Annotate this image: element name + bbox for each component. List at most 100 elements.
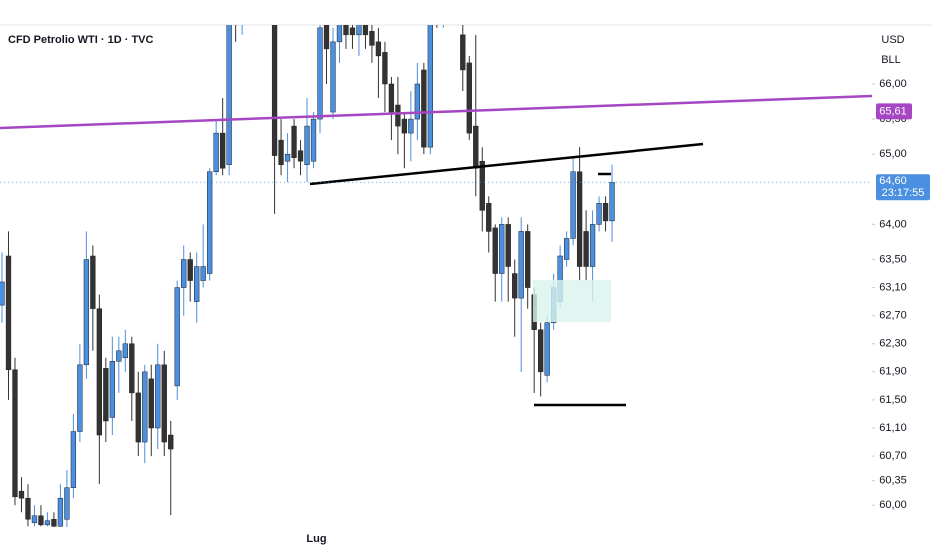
candle-body (589, 224, 596, 267)
candle-body (310, 118, 317, 162)
candle-body (148, 378, 154, 429)
candle-body (187, 259, 193, 281)
y-tick-label: 65,00 (879, 148, 907, 160)
candle-body (492, 227, 498, 274)
candle-body (369, 31, 375, 46)
candle-body (375, 41, 382, 57)
candle-body (505, 224, 511, 267)
candle-body (18, 490, 25, 499)
y-tick-label: 60,35 (879, 475, 907, 487)
candle-body (499, 224, 505, 274)
candle-body (512, 273, 518, 299)
candle-body (129, 343, 135, 394)
y-tick-label: 61,50 (879, 394, 907, 406)
candle-body (441, 0, 446, 14)
candle-body (83, 259, 90, 366)
currency: USD (881, 34, 904, 46)
candle-body (414, 83, 421, 120)
candle-body (479, 160, 485, 211)
candle-body (421, 69, 427, 148)
candle-body (609, 182, 615, 222)
y-tick-label: 66,00 (879, 78, 907, 90)
y-tick-label: 63,50 (879, 253, 907, 265)
last-price-tag (876, 174, 930, 201)
candle-body (122, 343, 128, 359)
candle-body (181, 259, 187, 288)
candle-body (576, 171, 583, 267)
candle-body (454, 7, 459, 14)
candle-body (570, 171, 576, 239)
candle-body (583, 231, 589, 267)
candle-body (77, 364, 83, 432)
candle-body (356, 25, 362, 36)
x-tick-label: Lug (306, 533, 326, 545)
candle-body (271, 25, 278, 156)
y-tick-label: 61,10 (879, 422, 907, 434)
candle-body (161, 364, 167, 443)
candle-body (525, 231, 531, 288)
candle-body (70, 431, 77, 488)
candle-body (12, 369, 18, 498)
candle-body (518, 231, 524, 299)
candle-body (220, 132, 226, 169)
candle-body (382, 52, 388, 85)
candle-body (304, 125, 310, 165)
candle-body (200, 266, 206, 281)
candle-body (90, 255, 96, 309)
y-tick-label: 62,30 (879, 338, 907, 350)
candle-body (233, 0, 238, 21)
candle-body (297, 150, 304, 162)
candle-body (207, 171, 213, 274)
candle-body (103, 368, 109, 422)
candle-body (401, 118, 408, 134)
candle-body (317, 27, 323, 120)
candle-body (291, 125, 297, 158)
candle-body (596, 203, 602, 225)
candle-body (602, 203, 609, 222)
candle-body (447, 0, 452, 7)
candle-body (135, 392, 141, 443)
y-tick-label: 61,90 (879, 366, 907, 378)
candle-body (0, 281, 5, 306)
candle-body (466, 62, 472, 134)
drawings (0, 94, 872, 407)
candle-body (155, 364, 161, 429)
candle-body (226, 25, 232, 165)
y-tick-label: 60,00 (879, 499, 907, 511)
y-tick-label: 64,00 (879, 218, 907, 230)
candle-body (395, 104, 401, 127)
unit: BLL (881, 54, 901, 66)
candle-body (486, 203, 492, 232)
zone (533, 280, 611, 322)
candle-body (323, 25, 330, 50)
line-price-tag (876, 103, 912, 120)
candle-body (460, 34, 466, 71)
countdown: 23:17:55 (882, 187, 925, 199)
candle-body (538, 329, 544, 373)
line-price-label: 65,61 (879, 105, 907, 117)
candle-body (51, 519, 57, 527)
candle-body (563, 238, 570, 260)
candle-body (336, 25, 343, 43)
candle-body (278, 139, 284, 165)
y-tick-label: 63,10 (879, 281, 907, 293)
last-price-label: 64,60 (879, 175, 907, 187)
candle-body (362, 25, 369, 36)
candle-body (427, 25, 433, 148)
trend-line (0, 94, 872, 130)
y-tick-label: 60,70 (879, 450, 907, 462)
candle-body (116, 350, 122, 362)
candle-body (349, 27, 356, 36)
candle-body (408, 118, 414, 134)
candle-body (109, 361, 115, 418)
candle-body (64, 487, 70, 520)
plot (0, 0, 615, 527)
candle-body (96, 308, 102, 436)
candle-body (38, 515, 44, 526)
candle-body (142, 371, 148, 443)
candle-body (194, 266, 200, 302)
candle-body (57, 497, 64, 527)
candle-body (473, 125, 479, 169)
candle-body (434, 0, 439, 14)
